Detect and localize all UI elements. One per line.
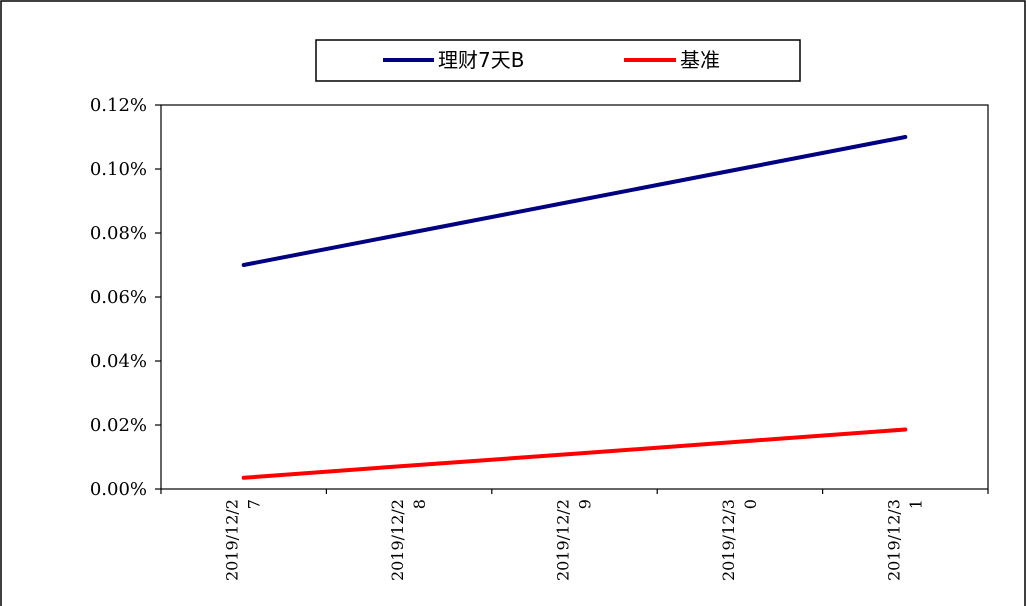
x-tick-label: 2019/12/2 bbox=[554, 499, 573, 581]
y-tick-label: 0.08% bbox=[90, 223, 147, 244]
x-tick-label: 8 bbox=[410, 499, 429, 509]
x-axis: 2019/12/2 7 2019/12/2 8 2019/12/2 9 2019/12/3 0… bbox=[160, 489, 989, 581]
legend-label-series-2: 基准 bbox=[680, 48, 720, 72]
x-tick-label: 2019/12/3 bbox=[719, 499, 738, 581]
legend-label-series-1: 理财7天B bbox=[438, 48, 524, 72]
x-tick-label: 7 bbox=[245, 499, 264, 509]
series-line-1 bbox=[241, 135, 908, 267]
x-tick-label: 2019/12/3 bbox=[884, 499, 903, 581]
legend: 理财7天B 基准 bbox=[315, 39, 801, 82]
series-lines bbox=[241, 135, 908, 480]
y-axis: 0.00% 0.02% 0.04% 0.06% 0.08% 0.10% 0.12% bbox=[90, 95, 161, 500]
y-tick-label: 0.10% bbox=[90, 159, 147, 180]
series-line-2 bbox=[241, 427, 908, 480]
x-tick-label: 2019/12/2 bbox=[388, 499, 407, 581]
y-tick-label: 0.04% bbox=[90, 351, 147, 372]
y-tick-label: 0.06% bbox=[90, 287, 147, 308]
x-tick-label: 0 bbox=[741, 499, 760, 509]
y-tick-label: 0.12% bbox=[90, 95, 147, 116]
y-tick-label: 0.02% bbox=[90, 415, 147, 436]
x-tick-label: 2019/12/2 bbox=[223, 499, 242, 581]
y-tick-label: 0.00% bbox=[90, 479, 147, 500]
x-tick-label: 9 bbox=[576, 499, 595, 509]
x-tick-label: 1 bbox=[906, 499, 925, 509]
legend-box bbox=[315, 39, 801, 82]
plot-area bbox=[160, 104, 989, 490]
